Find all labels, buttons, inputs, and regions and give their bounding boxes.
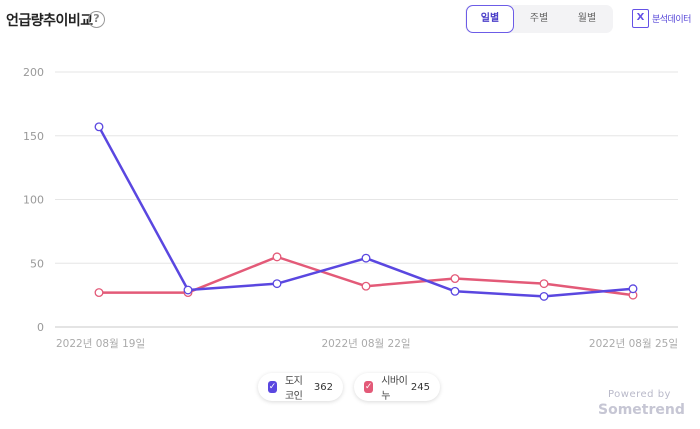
- x-tick-label: 2022년 08월 19일: [56, 337, 145, 350]
- legend-name: 시바이누: [381, 376, 408, 402]
- data-point[interactable]: [272, 279, 282, 289]
- data-point[interactable]: [628, 284, 638, 294]
- data-point[interactable]: [539, 279, 549, 289]
- data-point[interactable]: [450, 286, 460, 296]
- data-point[interactable]: [361, 281, 371, 291]
- export-data-button[interactable]: X 분석데이터: [632, 9, 691, 28]
- export-data-label: 분석데이터: [652, 15, 691, 25]
- data-point[interactable]: [94, 288, 104, 298]
- x-tick-label: 2022년 08월 22일: [321, 337, 410, 350]
- x-tick-label: 2022년 08월 25일: [589, 337, 678, 350]
- chart-title: 언급량추이비교: [6, 13, 93, 29]
- legend-item-shibainu[interactable]: ✓ 시바이누 245: [354, 373, 440, 402]
- data-point[interactable]: [272, 252, 282, 262]
- period-toggle: 일별 주별 월별: [465, 5, 613, 33]
- legend-name: 도지코인: [284, 376, 303, 402]
- data-point[interactable]: [361, 253, 371, 263]
- help-icon[interactable]: ?: [88, 11, 105, 28]
- y-tick-label: 150: [23, 130, 44, 143]
- tab-monthly[interactable]: 월별: [577, 13, 597, 24]
- y-tick-label: 0: [37, 321, 44, 334]
- legend-total: 245: [410, 381, 430, 393]
- y-tick-label: 200: [23, 66, 44, 79]
- y-tick-label: 50: [30, 257, 44, 270]
- tab-daily[interactable]: 일별: [466, 5, 514, 33]
- checkbox-icon[interactable]: ✓: [364, 381, 374, 393]
- data-point[interactable]: [183, 285, 193, 295]
- legend-total: 362: [313, 381, 333, 393]
- data-point[interactable]: [450, 274, 460, 283]
- data-point[interactable]: [94, 122, 104, 132]
- y-tick-label: 100: [23, 194, 44, 207]
- brand-logo: Sometrend: [598, 402, 685, 418]
- series-line-0: [97, 126, 634, 298]
- legend-item-dogecoin[interactable]: ✓ 도지코인 362: [258, 373, 343, 402]
- tab-weekly[interactable]: 주별: [529, 13, 549, 24]
- data-point[interactable]: [539, 291, 549, 301]
- excel-icon: X: [632, 9, 649, 28]
- checkbox-icon[interactable]: ✓: [268, 381, 277, 393]
- powered-by-text: Powered by: [608, 389, 671, 400]
